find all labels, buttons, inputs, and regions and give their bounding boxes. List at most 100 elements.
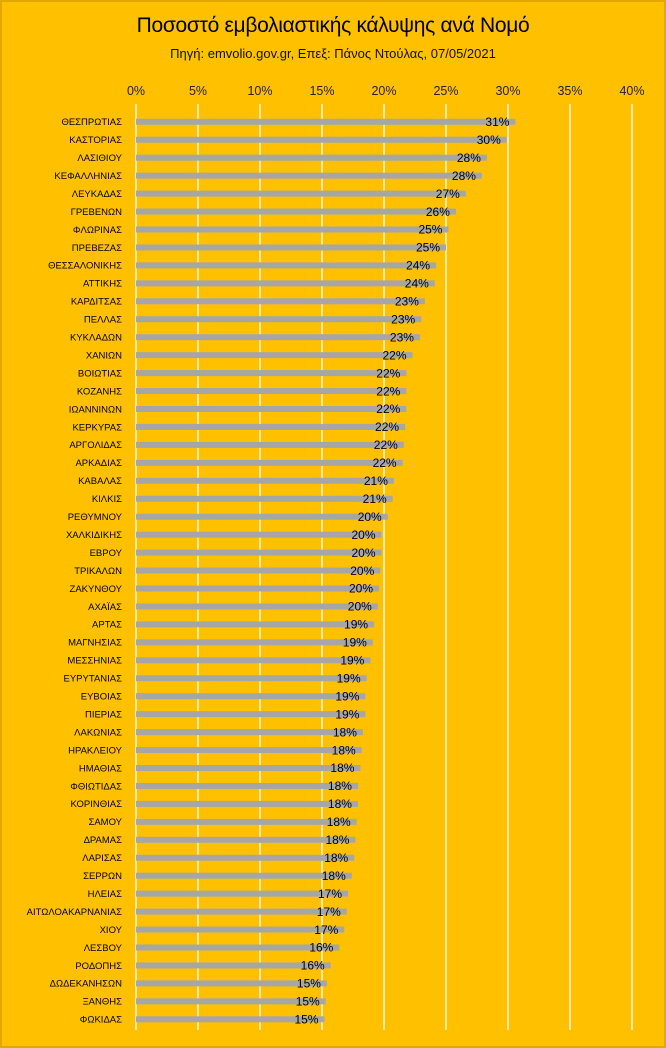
bar [136,657,371,664]
category-label: ΜΑΓΝΗΣΙΑΣ [68,638,122,649]
data-label: 30% [477,133,501,147]
data-label: 22% [382,348,406,362]
data-label: 28% [452,169,476,183]
category-label: ΛΕΣΒΟΥ [84,943,123,954]
category-label: ΣΑΜΟΥ [88,817,122,828]
category-label: ΔΩΔΕΚΑΝΗΣΩΝ [50,979,122,990]
data-label: 18% [322,869,346,883]
bar [136,567,381,574]
data-label: 27% [436,187,460,201]
bar [136,244,446,251]
category-label: ΠΡΕΒΕΖΑΣ [72,243,122,254]
data-label: 19% [344,618,368,632]
category-label: ΛΕΥΚΑΔΑΣ [72,189,122,200]
data-label: 22% [374,438,398,452]
data-label: 18% [333,725,357,739]
data-label: 15% [296,995,320,1009]
bar [136,477,394,484]
data-label: 23% [395,295,419,309]
category-label: ΑΤΤΙΚΗΣ [83,279,122,290]
category-label: ΚΕΡΚΥΡΑΣ [72,422,122,433]
chart-subtitle: Πηγή: emvolio.gov.gr, Επεξ: Πάνος Ντούλα… [170,46,496,61]
bar [136,639,373,646]
x-tick-label: 35% [557,84,582,98]
bar [136,298,425,305]
category-label: ΕΥΡΥΤΑΝΙΑΣ [64,674,123,685]
bar [136,190,466,197]
data-label: 25% [416,241,440,255]
x-tick-label: 20% [371,84,396,98]
data-label: 19% [335,689,359,703]
category-label: ΧΙΟΥ [100,925,123,936]
bar [136,890,349,897]
data-label: 24% [405,277,429,291]
bar [136,818,357,825]
category-label: ΗΜΑΘΙΑΣ [79,763,122,774]
bar [136,908,347,915]
bar [136,603,378,610]
data-label: 20% [358,510,382,524]
bar [136,406,407,412]
category-label: ΦΛΩΡΙΝΑΣ [73,225,122,236]
bar [136,495,393,502]
bar [136,621,375,628]
data-label: 16% [301,959,325,973]
x-tick-label: 25% [433,84,458,98]
category-label: ΠΕΛΛΑΣ [84,315,122,326]
category-label: ΖΑΚΥΝΘΟΥ [70,584,123,595]
data-label: 17% [318,887,342,901]
data-label: 28% [457,151,481,165]
bar [136,208,456,215]
category-label: ΚΟΡΙΝΘΙΑΣ [70,799,122,810]
data-label: 18% [330,761,354,775]
data-label: 19% [343,636,367,650]
data-label: 18% [328,797,352,811]
bar [136,172,482,179]
bar [136,280,435,287]
data-label: 20% [350,564,374,578]
category-label: ΤΡΙΚΑΛΩΝ [74,566,122,577]
bar [136,549,382,556]
category-label: ΑΡΓΟΛΙΔΑΣ [69,440,122,451]
data-label: 23% [391,312,415,326]
category-label: ΧΑΛΚΙΔΙΚΗΣ [66,530,122,541]
bar [136,747,362,754]
category-label: ΜΕΣΣΗΝΙΑΣ [67,656,122,667]
category-label: ΒΟΙΩΤΙΑΣ [78,368,122,379]
data-label: 18% [327,815,351,829]
bar [136,1016,325,1023]
bar [136,693,366,700]
bar [136,531,382,538]
category-label: ΚΑΒΑΛΑΣ [78,476,122,487]
bar [136,980,327,987]
bar [136,585,380,592]
category-label: ΕΥΒΟΙΑΣ [81,692,122,703]
data-label: 18% [325,833,349,847]
category-label: ΡΟΔΟΠΗΣ [75,961,122,972]
category-label: ΑΡΤΑΣ [92,620,122,631]
category-label: ΣΕΡΡΩΝ [83,871,122,882]
data-label: 20% [349,582,373,596]
data-label: 18% [328,779,352,793]
bar [136,872,352,879]
x-tick-label: 5% [189,84,207,98]
x-tick-label: 40% [619,84,644,98]
category-label: ΞΑΝΘΗΣ [83,997,123,1008]
category-label: ΗΛΕΙΑΣ [88,889,123,900]
x-tick-label: 15% [309,84,334,98]
data-label: 22% [376,384,400,398]
bar [136,800,358,807]
data-label: 18% [324,851,348,865]
category-label: ΠΙΕΡΙΑΣ [85,709,122,720]
category-label: ΚΑΣΤΟΡΙΑΣ [69,135,122,146]
bar [136,836,356,843]
category-label: ΘΕΣΣΑΛΟΝΙΚΗΣ [48,261,122,272]
bar [136,782,358,789]
bar [136,765,361,771]
data-label: 17% [317,905,341,919]
bar [136,154,487,161]
bar [136,944,340,951]
x-tick-label: 10% [247,84,272,98]
category-label: ΘΕΣΠΡΩΤΙΑΣ [61,117,122,128]
bar [136,926,345,933]
